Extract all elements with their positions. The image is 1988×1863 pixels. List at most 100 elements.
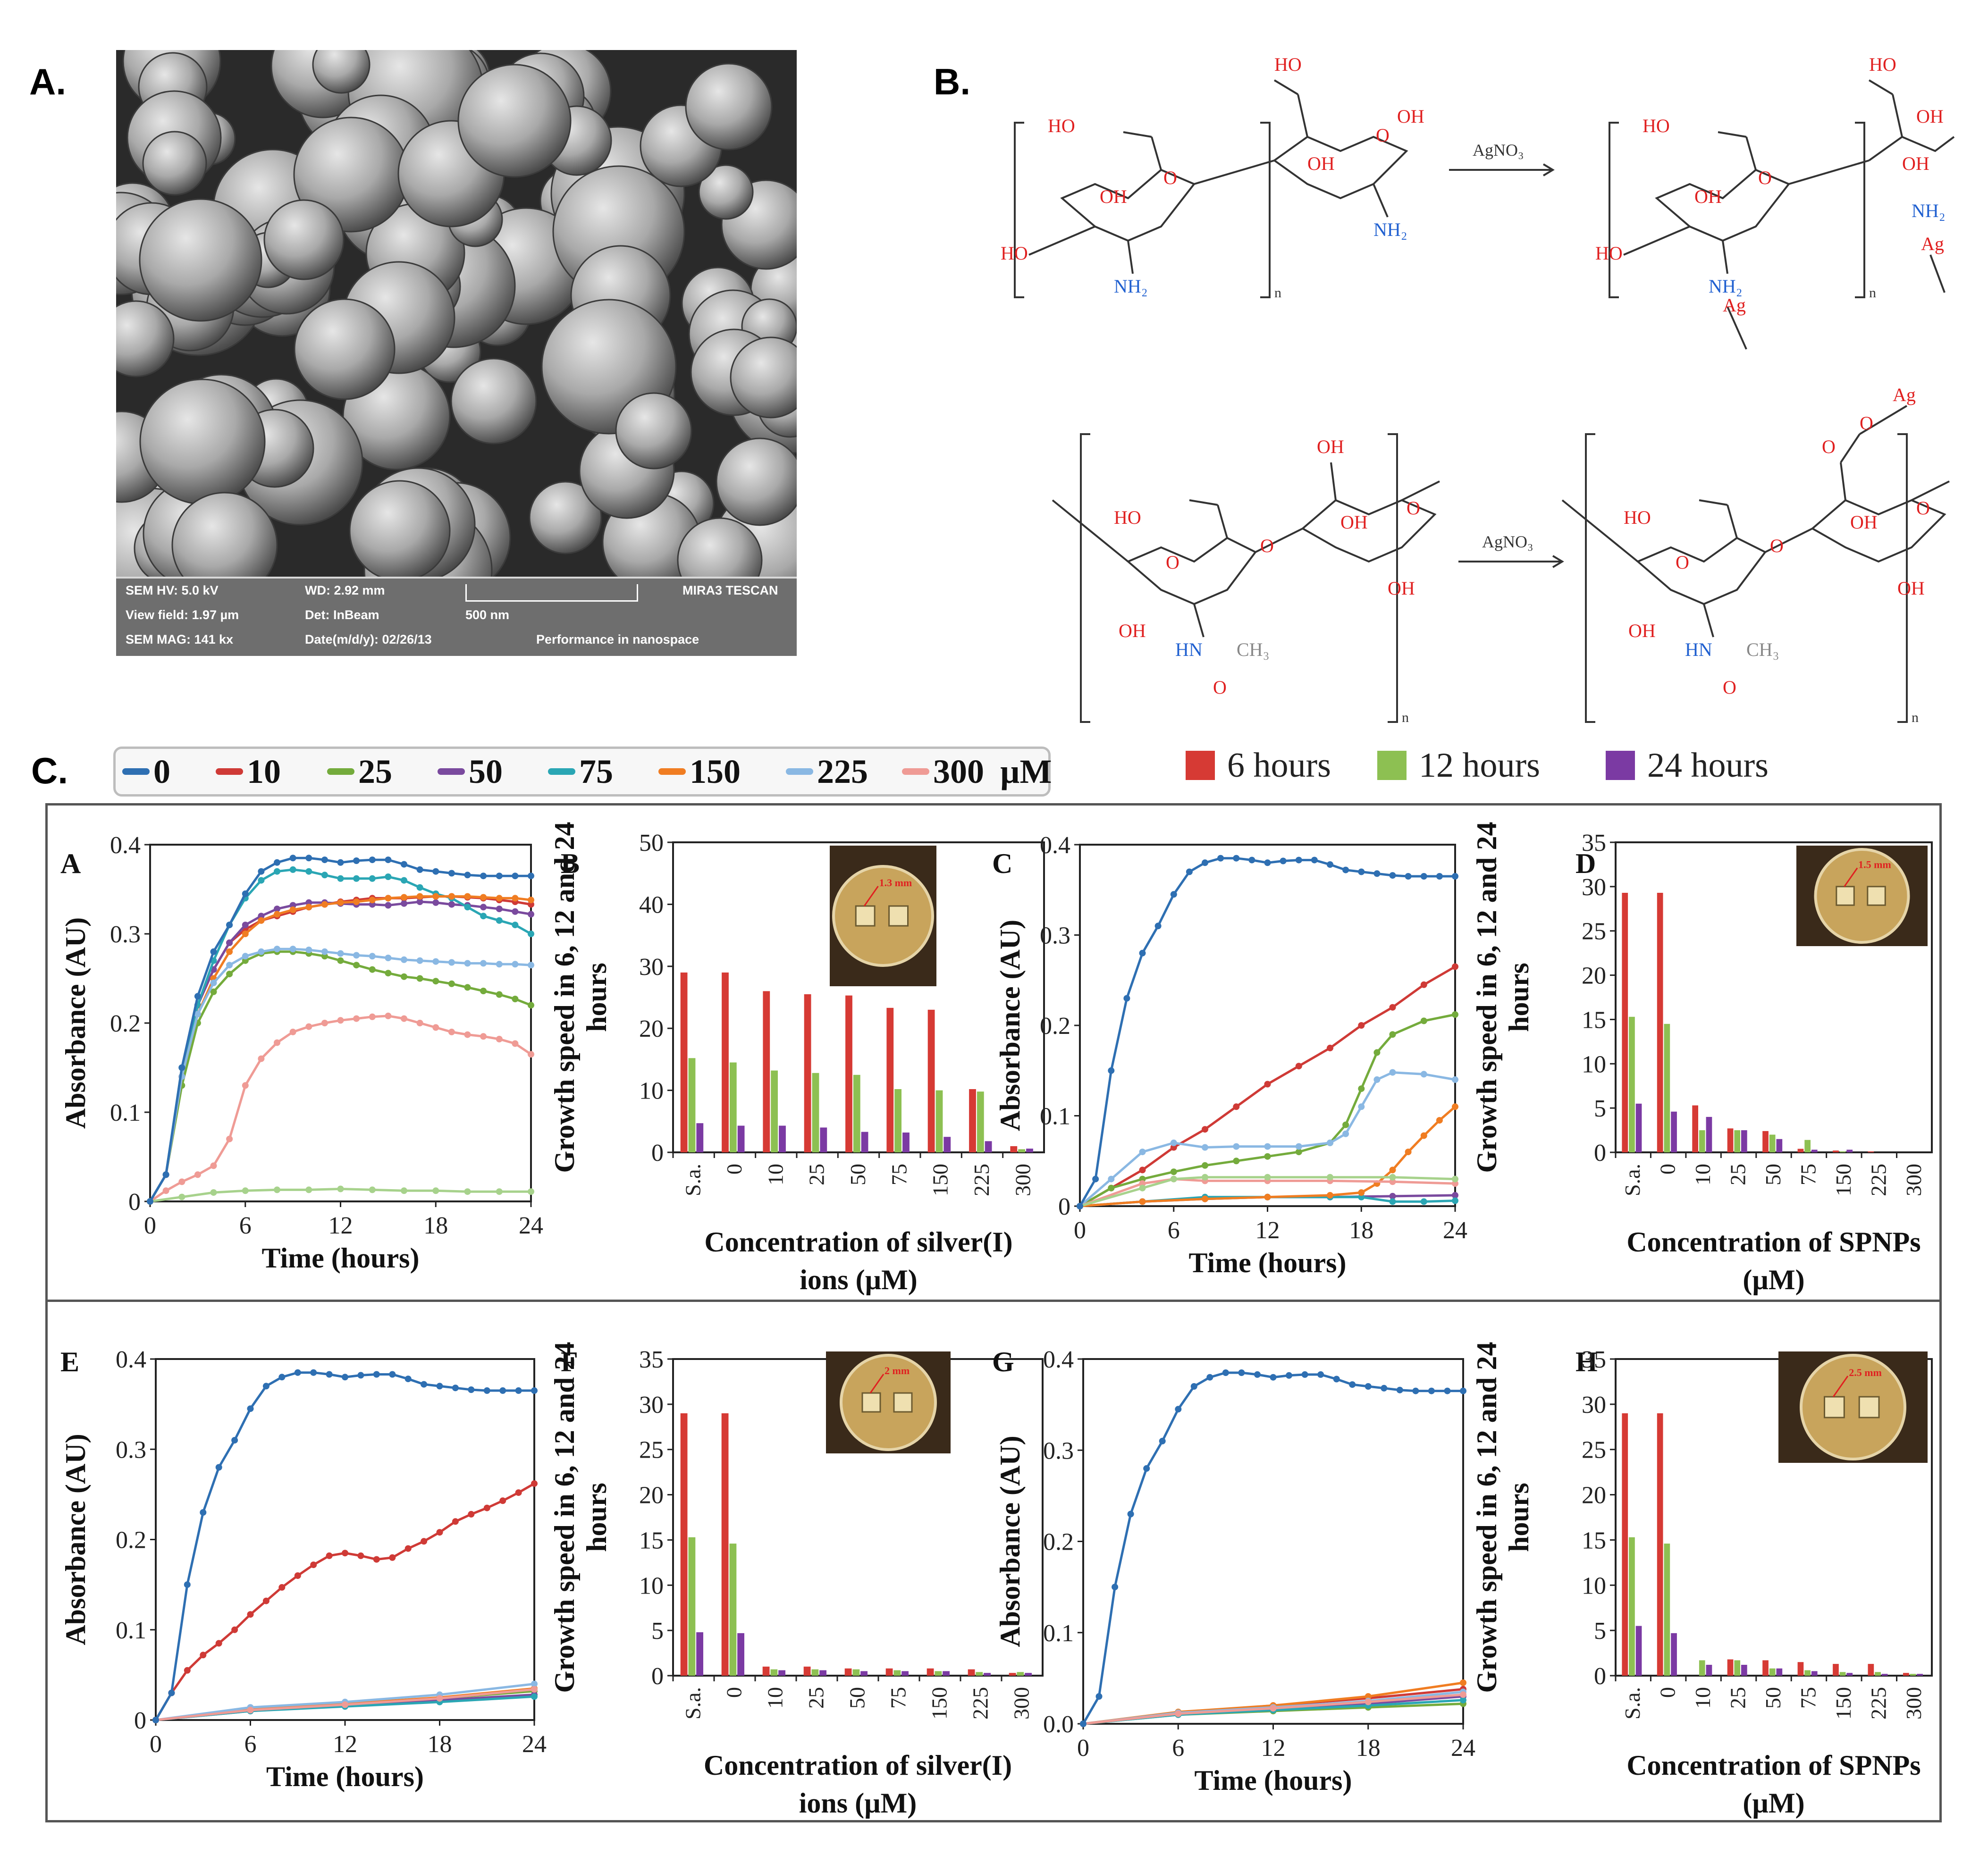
chart-letter: E (60, 1346, 79, 1377)
data-point (1206, 1374, 1213, 1381)
x-tick-label: 0 (1656, 1687, 1680, 1698)
sem-brand: MIRA3 TESCAN (682, 583, 778, 597)
data-point (1264, 1153, 1271, 1160)
data-point (1175, 1406, 1182, 1413)
data-point (353, 857, 360, 864)
chem-n-2: n (1869, 285, 1876, 301)
data-point (1460, 1696, 1466, 1704)
bar (688, 1058, 696, 1152)
test-disc (1836, 886, 1855, 906)
data-point (483, 1387, 490, 1394)
y-tick-label: 5 (1594, 1095, 1606, 1122)
chem-ho-5: HO (1595, 243, 1623, 264)
data-point (1092, 1175, 1099, 1183)
legend-swatch (1377, 751, 1407, 780)
data-point (226, 971, 233, 978)
y-tick-label: 35 (1582, 830, 1606, 856)
data-point (1460, 1691, 1466, 1698)
data-point (432, 893, 439, 900)
y-tick-label: 0.4 (1043, 1346, 1074, 1373)
time-legend-12h: 12 hours (1377, 742, 1540, 789)
data-point (1143, 1465, 1150, 1472)
sem-det: Det: InBeam (305, 608, 379, 622)
x-tick-label: 18 (423, 1212, 448, 1239)
data-point (528, 897, 534, 904)
bar (1706, 1116, 1712, 1152)
sem-date: Date(m/d/y): 02/26/13 (305, 632, 432, 646)
chart-letter: H (1575, 1346, 1598, 1377)
inhibition-zone-marker (863, 886, 879, 906)
data-point (416, 884, 423, 891)
data-point (464, 1031, 471, 1038)
data-point (512, 961, 519, 968)
data-point (480, 904, 487, 911)
chart-letter: G (992, 1346, 1014, 1377)
data-point (1428, 1387, 1435, 1394)
series-line-0 (154, 1371, 534, 1721)
data-point (401, 1015, 407, 1022)
reagent-1: AgNO₃ (1473, 141, 1524, 159)
y-tick-label: 30 (639, 1392, 664, 1418)
y-tick-label: 0.2 (1043, 1529, 1074, 1556)
legend-swatch (786, 768, 813, 775)
bar (1741, 1665, 1747, 1676)
bar (680, 1413, 688, 1676)
data-point (512, 996, 519, 1002)
bar (820, 1127, 827, 1152)
data-point (1139, 1149, 1146, 1156)
bar (943, 1671, 950, 1676)
data-point (416, 1020, 423, 1026)
chem-ho-6: HO (1869, 54, 1896, 75)
bar (1833, 1664, 1839, 1676)
bar (778, 1670, 785, 1676)
y-axis-label: Absorbance (AU) (994, 1435, 1026, 1647)
y-tick-label: 0.4 (110, 832, 141, 859)
x-tick-label: S.a. (681, 1687, 705, 1720)
panel-letter-c: C. (31, 750, 68, 791)
series-line-150 (149, 895, 531, 1202)
data-point (528, 962, 534, 969)
bar (943, 1137, 951, 1152)
data-point (385, 902, 392, 909)
x-tick-label: 50 (846, 1164, 870, 1185)
bar (1671, 1111, 1677, 1152)
data-point (528, 1051, 534, 1058)
x-tick-label: 75 (886, 1687, 910, 1709)
data-point (353, 952, 360, 959)
legend-swatch (1606, 751, 1635, 780)
data-point (210, 979, 217, 986)
bar (1671, 1633, 1677, 1676)
legend-label: 24 hours (1647, 746, 1769, 785)
legend-label: 225 (817, 752, 868, 790)
bar (894, 1089, 901, 1152)
data-point (1170, 1144, 1177, 1151)
bar (762, 1666, 770, 1676)
series-line-sa (1079, 1176, 1456, 1208)
bar (927, 1668, 934, 1676)
bar (844, 1668, 852, 1676)
data-point (373, 1556, 380, 1563)
bar (1769, 1134, 1776, 1152)
data-point (1389, 1198, 1396, 1205)
y-tick-label: 50 (639, 830, 664, 856)
plot-frame (1079, 844, 1456, 1207)
data-point (1342, 866, 1349, 873)
data-point (483, 1504, 490, 1511)
bar (1622, 893, 1628, 1152)
data-point (278, 1584, 286, 1591)
data-point (1264, 859, 1271, 866)
data-point (1365, 1698, 1372, 1705)
data-point (496, 906, 503, 913)
data-point (1233, 855, 1240, 862)
y-tick-label: 0 (651, 1140, 664, 1166)
data-point (247, 1405, 254, 1412)
data-point (385, 1012, 392, 1019)
bar (1811, 1150, 1818, 1152)
x-axis-label-2: ions (µM) (800, 1264, 918, 1295)
chem-n-3: n (1402, 710, 1409, 725)
legend-swatch (438, 768, 465, 775)
data-point (1452, 1103, 1458, 1110)
data-point (499, 1387, 506, 1394)
data-point (305, 1186, 312, 1193)
data-point (242, 953, 249, 960)
